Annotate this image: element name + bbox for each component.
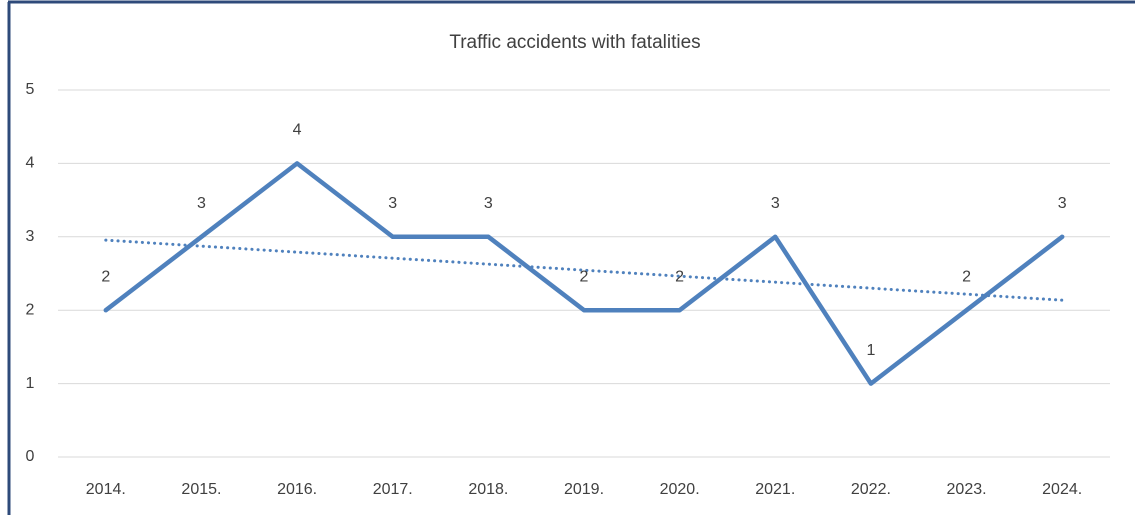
data-label: 2 — [101, 268, 110, 285]
trendline — [104, 238, 1064, 302]
x-tick-label: 2017. — [373, 481, 413, 498]
data-label: 3 — [197, 195, 206, 212]
x-tick-label: 2015. — [181, 481, 221, 498]
data-label: 2 — [580, 268, 589, 285]
y-tick-label: 2 — [26, 301, 35, 318]
data-label: 3 — [771, 195, 780, 212]
data-label: 4 — [293, 122, 302, 139]
y-tick-label: 0 — [26, 448, 35, 465]
x-tick-label: 2022. — [851, 481, 891, 498]
data-line — [103, 161, 1065, 386]
data-label: 1 — [866, 342, 875, 359]
data-label: 2 — [962, 268, 971, 285]
y-tick-label: 1 — [26, 375, 35, 392]
data-label: 3 — [1058, 195, 1067, 212]
x-tick-label: 2021. — [755, 481, 795, 498]
data-label: 2 — [675, 268, 684, 285]
x-tick-label: 2014. — [86, 481, 126, 498]
y-tick-label: 5 — [26, 81, 35, 98]
x-tick-label: 2018. — [468, 481, 508, 498]
y-tick-label: 4 — [26, 155, 35, 172]
x-tick-label: 2016. — [277, 481, 317, 498]
x-tick-label: 2024. — [1042, 481, 1082, 498]
data-label: 3 — [484, 195, 493, 212]
x-tick-label: 2019. — [564, 481, 604, 498]
x-tick-label: 2020. — [660, 481, 700, 498]
y-tick-label: 3 — [26, 228, 35, 245]
x-tick-label: 2023. — [947, 481, 987, 498]
data-label: 3 — [388, 195, 397, 212]
chart-title: Traffic accidents with fatalities — [449, 32, 700, 53]
